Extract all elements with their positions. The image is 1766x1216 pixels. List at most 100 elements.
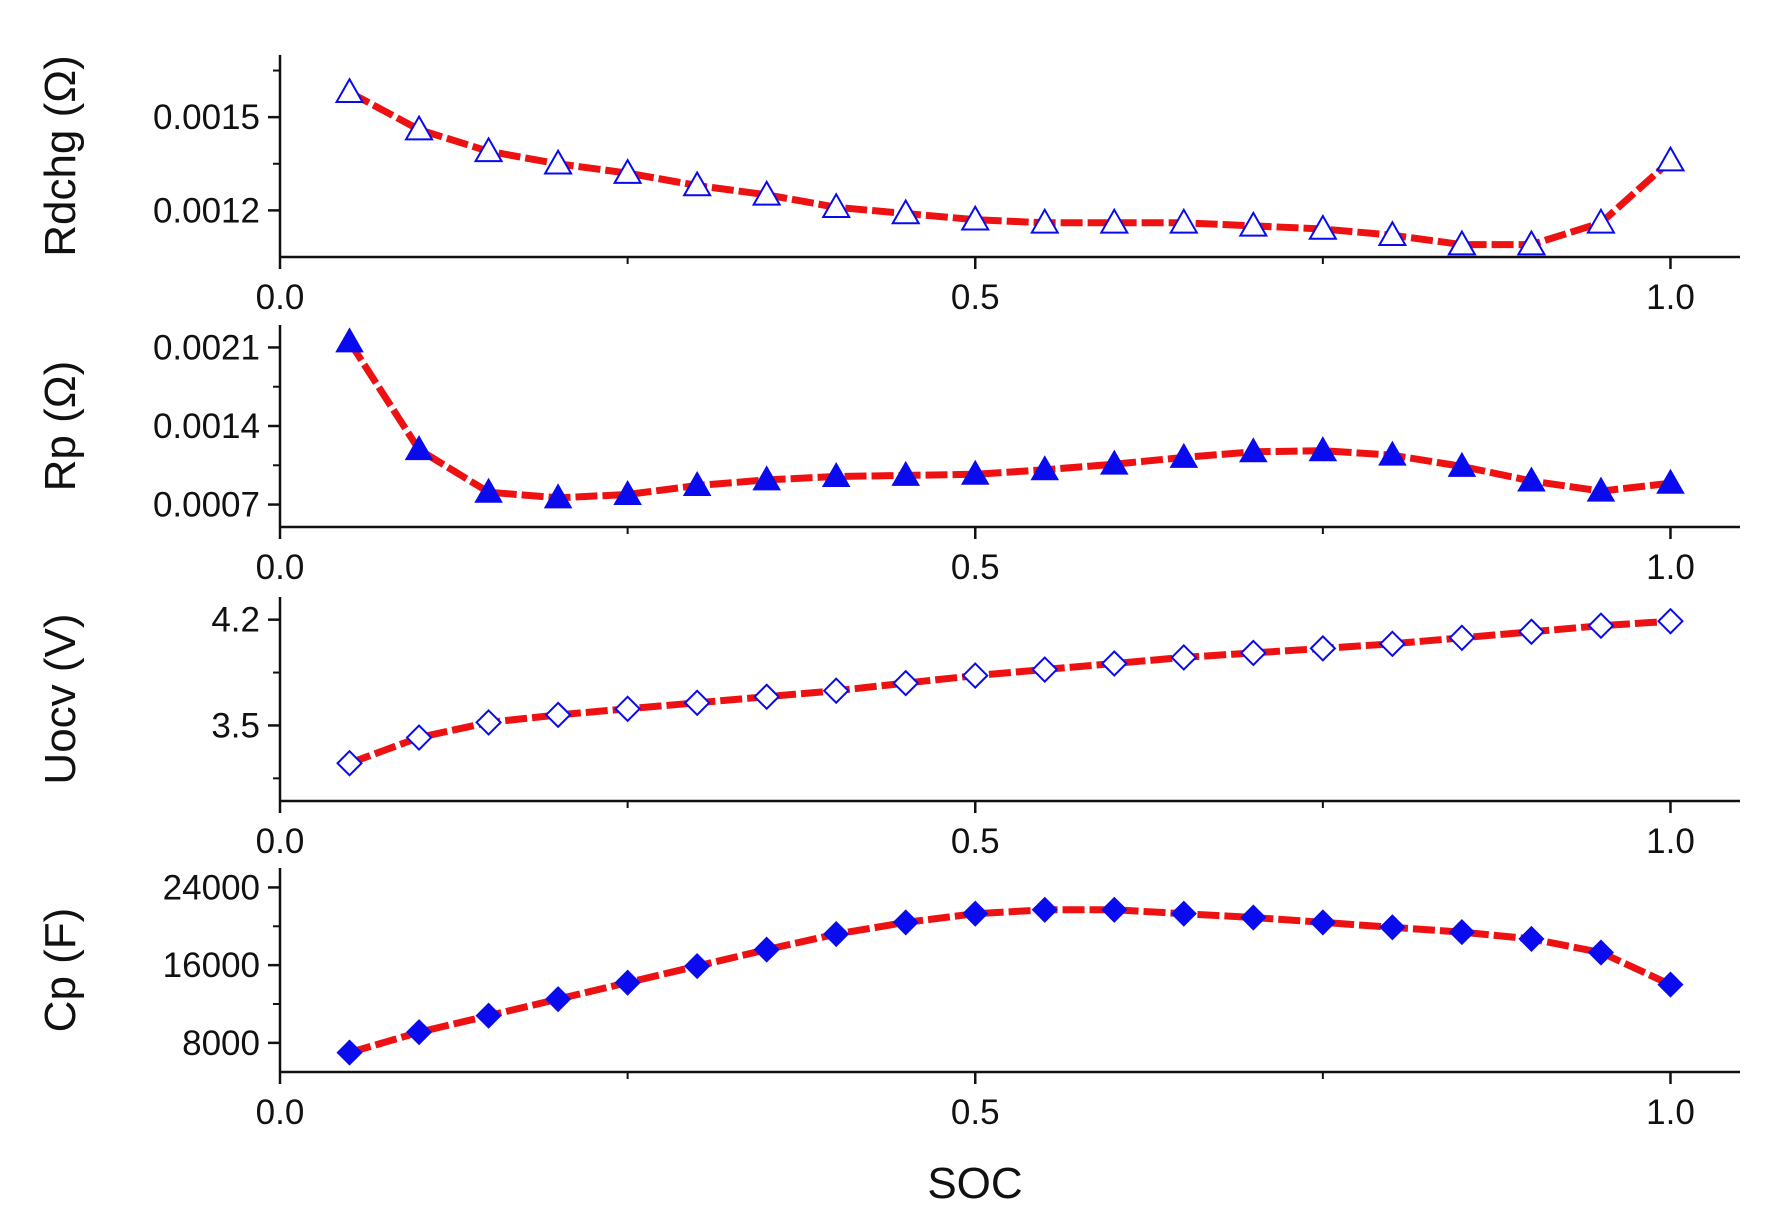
data-point — [614, 695, 642, 723]
series-line-Rdchg — [347, 89, 1673, 249]
data-point — [1099, 207, 1130, 234]
data-point — [823, 920, 850, 948]
data-point — [1308, 436, 1338, 462]
y-tick-label: 0.0015 — [153, 98, 260, 137]
data-point — [1586, 476, 1616, 502]
data-point — [1240, 904, 1267, 931]
data-point — [962, 900, 989, 927]
data-point — [613, 479, 642, 505]
data-point — [682, 470, 712, 496]
data-point — [683, 689, 711, 717]
data-point — [1448, 919, 1475, 946]
data-point — [1030, 207, 1060, 234]
data-point — [1447, 229, 1477, 256]
data-point — [1587, 939, 1615, 966]
panel-1: 0.0 0.5 1.0 0.0015 0.0012 Rdchg (Ω) — [36, 55, 1740, 317]
data-point — [1655, 145, 1686, 172]
data-point — [821, 192, 851, 219]
data-point — [1518, 925, 1545, 952]
data-point — [751, 179, 782, 206]
y-tick-label: 8000 — [182, 1024, 260, 1063]
data-point — [544, 701, 572, 729]
data-point — [1031, 896, 1058, 923]
data-point — [1170, 644, 1198, 671]
data-point — [1239, 639, 1267, 667]
data-point — [543, 483, 573, 509]
data-point — [1169, 207, 1199, 234]
y-axis-title: Rdchg (Ω) — [36, 55, 85, 257]
data-point — [1099, 449, 1129, 475]
x-tick-label: 1.0 — [1646, 278, 1695, 317]
data-point — [1100, 650, 1128, 677]
x-tick-label: 1.0 — [1646, 822, 1695, 861]
data-point — [1170, 900, 1197, 927]
data-point — [1586, 207, 1616, 234]
data-point — [891, 460, 921, 486]
data-point — [614, 969, 641, 996]
data-point — [1656, 468, 1685, 494]
data-point — [682, 170, 712, 197]
data-point — [1378, 630, 1406, 658]
data-point — [1516, 229, 1547, 256]
panel-3: 0.0 0.5 1.0 4.2 3.5 Uocv (V) — [36, 597, 1740, 861]
data-point — [753, 683, 781, 711]
x-tick-label: 0.5 — [951, 548, 1000, 587]
data-point — [475, 1002, 502, 1029]
data-point — [1030, 455, 1060, 481]
y-axis-title: Uocv (V) — [36, 613, 85, 784]
x-tick-label: 0.0 — [256, 548, 305, 587]
y-tick-label: 3.5 — [211, 706, 260, 745]
x-tick-label: 1.0 — [1646, 548, 1695, 587]
data-point — [684, 953, 711, 980]
data-point — [1377, 220, 1408, 246]
data-point — [545, 986, 572, 1013]
data-point — [404, 435, 434, 461]
data-point — [1309, 909, 1336, 936]
data-point — [543, 148, 573, 175]
data-point — [960, 204, 990, 231]
data-point — [336, 749, 363, 777]
data-point — [612, 158, 643, 184]
data-point — [334, 77, 365, 104]
data-point — [1101, 896, 1128, 923]
data-point — [475, 709, 502, 736]
data-point — [821, 461, 851, 487]
y-tick-label: 0.0014 — [153, 407, 260, 446]
y-tick-label: 0.0007 — [153, 486, 260, 525]
x-tick-label: 0.5 — [951, 822, 1000, 861]
data-point — [1239, 437, 1268, 463]
data-point — [1447, 451, 1477, 477]
data-point — [336, 1039, 363, 1066]
data-point — [1587, 612, 1615, 640]
x-tick-label: 0.0 — [256, 278, 305, 317]
y-axis-title: Cp (F) — [36, 908, 85, 1033]
data-point — [1031, 656, 1059, 683]
data-point — [1379, 914, 1406, 941]
data-point — [335, 327, 364, 353]
data-point — [405, 1019, 433, 1046]
data-point — [892, 909, 919, 936]
data-point — [1657, 971, 1684, 998]
data-point — [1517, 466, 1546, 492]
y-tick-label: 0.0012 — [153, 191, 260, 230]
data-point — [822, 677, 850, 705]
data-point — [1518, 618, 1545, 646]
data-point — [892, 669, 920, 697]
data-point — [1378, 440, 1407, 466]
y-tick-label: 0.0021 — [153, 328, 260, 367]
x-tick-label: 0.0 — [256, 1093, 305, 1132]
data-point — [752, 465, 781, 491]
data-point — [1309, 634, 1337, 662]
data-point — [1308, 214, 1338, 240]
data-point — [405, 724, 433, 751]
y-tick-label: 24000 — [163, 868, 260, 907]
y-tick-label: 4.2 — [211, 601, 260, 640]
x-tick-label: 0.5 — [951, 1093, 1000, 1132]
data-point — [1448, 624, 1476, 652]
series-line-Rp — [346, 339, 1671, 502]
x-tick-label: 1.0 — [1646, 1093, 1695, 1132]
data-point — [960, 459, 990, 485]
x-tick-label: 0.5 — [951, 278, 1000, 317]
